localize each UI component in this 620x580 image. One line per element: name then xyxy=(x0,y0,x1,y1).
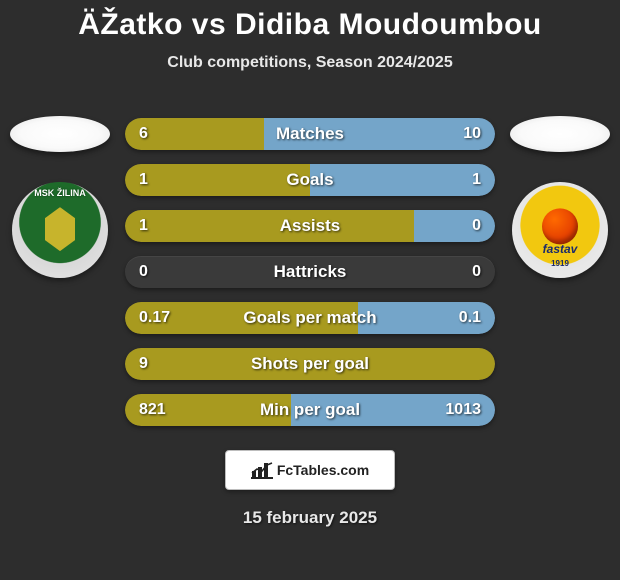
comparison-card: ÄŽatko vs Didiba Moudoumbou Club competi… xyxy=(0,0,620,528)
right-player-placeholder xyxy=(510,116,610,152)
right-badge-year: 1919 xyxy=(512,259,608,268)
stat-bar: 0 0Hattricks xyxy=(125,256,495,288)
stat-bar-right-fill xyxy=(264,118,495,150)
source-logo[interactable]: FcTables.com xyxy=(225,450,395,490)
stat-bar: 10Assists xyxy=(125,210,495,242)
stat-left-value: 0.17 xyxy=(139,302,170,334)
source-logo-text: FcTables.com xyxy=(277,462,369,478)
stat-bar: 11Goals xyxy=(125,164,495,196)
date-text: 15 february 2025 xyxy=(0,508,620,528)
stat-bar-right-fill xyxy=(414,210,495,242)
ball-icon xyxy=(542,208,578,244)
stat-right-value: 10 xyxy=(463,118,481,150)
stat-bar-left-fill xyxy=(125,210,414,242)
page-title: ÄŽatko vs Didiba Moudoumbou xyxy=(0,0,620,42)
stats-bars: 610Matches11Goals10Assists00Hattricks0.1… xyxy=(125,116,495,426)
right-badge-ribbon: fastav xyxy=(532,242,588,256)
stat-left-value: 9 xyxy=(139,348,148,380)
stat-bar: 8211013Min per goal xyxy=(125,394,495,426)
left-club-badge-wrap: MSK ŽILINA xyxy=(10,180,110,280)
stat-left-value: 1 xyxy=(139,164,148,196)
right-club-badge: fastav 1919 xyxy=(512,182,608,278)
stat-left-value: 1 xyxy=(139,210,148,242)
right-club-badge-wrap: fastav 1919 xyxy=(510,180,610,280)
stat-left-value: 0 xyxy=(139,256,148,288)
stat-bar-right-fill xyxy=(310,164,495,196)
stat-label: Hattricks xyxy=(125,256,495,288)
page-subtitle: Club competitions, Season 2024/2025 xyxy=(0,54,620,72)
right-player-column: fastav 1919 xyxy=(510,116,610,280)
left-badge-text: MSK ŽILINA xyxy=(12,188,108,198)
stat-right-value: 1013 xyxy=(445,394,481,426)
stat-right-value: 0 xyxy=(472,210,481,242)
stat-bar: 9Shots per goal xyxy=(125,348,495,380)
stat-bar-left-fill xyxy=(125,164,310,196)
left-player-column: MSK ŽILINA xyxy=(10,116,110,280)
chart-icon xyxy=(251,461,273,479)
stat-bar-left-fill xyxy=(125,348,495,380)
stat-left-value: 821 xyxy=(139,394,166,426)
stat-right-value: 0.1 xyxy=(459,302,481,334)
stat-right-value: 1 xyxy=(472,164,481,196)
stat-left-value: 6 xyxy=(139,118,148,150)
left-club-badge: MSK ŽILINA xyxy=(12,182,108,278)
main-row: MSK ŽILINA 610Matches11Goals10Assists00H… xyxy=(0,116,620,426)
stat-bar: 610Matches xyxy=(125,118,495,150)
stat-bar: 0.170.1Goals per match xyxy=(125,302,495,334)
left-player-placeholder xyxy=(10,116,110,152)
stat-right-value: 0 xyxy=(472,256,481,288)
